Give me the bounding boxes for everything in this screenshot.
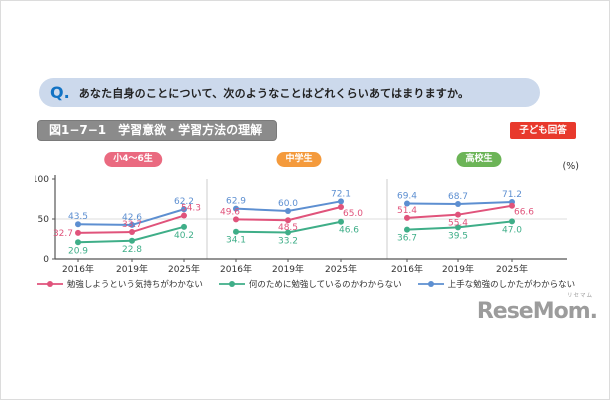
legend-marker bbox=[36, 281, 63, 287]
data-label: 51.4 bbox=[397, 206, 417, 216]
data-point bbox=[404, 226, 410, 233]
data-point bbox=[404, 200, 410, 207]
unit-label: (%) bbox=[563, 161, 579, 172]
data-label: 54.3 bbox=[181, 204, 201, 214]
data-label: 55.4 bbox=[448, 219, 468, 229]
data-point bbox=[129, 221, 135, 228]
data-point bbox=[233, 228, 239, 235]
data-label: 20.9 bbox=[68, 246, 88, 256]
figure-title: 図1−7−1 学習意欲・学習方法の理解 bbox=[37, 120, 278, 141]
data-point bbox=[181, 212, 187, 219]
logo-text: ReseMom. bbox=[476, 298, 598, 324]
data-point bbox=[181, 223, 187, 230]
legend-item-1: 何のために勉強しているのかわからない bbox=[218, 278, 402, 290]
respondent-badge: 子ども回答 bbox=[510, 122, 576, 139]
data-label: 46.6 bbox=[339, 226, 359, 236]
y-tick-label: 100 bbox=[35, 175, 49, 185]
data-label: 66.6 bbox=[514, 208, 534, 218]
data-point bbox=[285, 217, 291, 224]
data-point bbox=[129, 229, 135, 236]
data-label: 22.8 bbox=[122, 245, 142, 255]
y-tick-label: 0 bbox=[43, 255, 49, 265]
legend-label: 勉強しようという気持ちがわかない bbox=[66, 280, 203, 290]
data-point bbox=[455, 201, 461, 208]
line-chart: 0 50 100 2016年 2019年 2025年 2016年 2019年 2025年 2016… bbox=[35, 161, 579, 275]
y-tick-label: 50 bbox=[38, 215, 50, 225]
data-label: 68.7 bbox=[448, 192, 468, 202]
data-label: 65.0 bbox=[343, 209, 363, 219]
data-point bbox=[75, 229, 81, 236]
x-tick-label: 2025年 bbox=[168, 263, 200, 275]
data-point bbox=[233, 205, 239, 212]
data-point bbox=[338, 218, 344, 225]
legend-marker bbox=[417, 281, 444, 287]
data-label: 49.6 bbox=[220, 207, 240, 217]
chart-legend: 勉強しようという気持ちがわかない 何のために勉強しているのかわからない 上手な勉強の… bbox=[1, 278, 610, 290]
group-badge-2: 高校生 bbox=[456, 152, 502, 167]
data-point bbox=[338, 204, 344, 210]
group-badge-1: 中学生 bbox=[276, 152, 322, 167]
data-point bbox=[285, 208, 291, 214]
data-label: 36.7 bbox=[397, 234, 417, 244]
data-point bbox=[509, 218, 515, 225]
data-label: 47.0 bbox=[502, 225, 522, 235]
data-point bbox=[404, 214, 410, 221]
data-point bbox=[75, 221, 81, 228]
data-label: 33.7 bbox=[122, 220, 142, 230]
data-point bbox=[285, 229, 291, 236]
question-icon: Q. bbox=[50, 83, 70, 102]
question-banner: Q. あなた自身のことについて、次のようなことはどれくらいあてはまりますか。 bbox=[39, 78, 540, 107]
x-tick-label: 2019年 bbox=[116, 263, 148, 275]
x-tick-label: 2019年 bbox=[442, 263, 474, 275]
legend-label: 何のために勉強しているのかわからない bbox=[248, 280, 402, 290]
x-tick-label: 2025年 bbox=[496, 263, 528, 275]
data-label: 39.5 bbox=[448, 231, 468, 241]
legend-item-0: 勉強しようという気持ちがわかない bbox=[36, 278, 203, 290]
data-point bbox=[338, 198, 344, 205]
data-label: 32.7 bbox=[53, 229, 73, 239]
question-text: あなた自身のことについて、次のようなことはどれくらいあてはまりますか。 bbox=[78, 86, 470, 100]
data-label: 42.6 bbox=[122, 213, 142, 223]
data-label: 69.4 bbox=[397, 191, 417, 201]
x-tick-label: 2016年 bbox=[220, 263, 252, 275]
data-label: 71.2 bbox=[502, 190, 522, 200]
x-tick-label: 2019年 bbox=[272, 263, 304, 275]
data-label: 62.2 bbox=[174, 197, 194, 207]
group-badge-0: 小4〜6生 bbox=[104, 152, 162, 167]
x-tick-label: 2016年 bbox=[391, 263, 423, 275]
data-label: 72.1 bbox=[331, 189, 351, 199]
data-point bbox=[455, 224, 461, 231]
data-label: 40.2 bbox=[174, 231, 194, 241]
data-label: 48.5 bbox=[278, 223, 298, 233]
data-label: 34.1 bbox=[226, 236, 246, 246]
legend-label: 上手な勉強のしかたがわからない bbox=[447, 280, 576, 290]
resemom-logo: リセマム ReseMom. bbox=[476, 293, 598, 324]
logo-ruby-text: リセマム bbox=[566, 293, 593, 299]
data-point bbox=[509, 202, 515, 209]
data-point bbox=[129, 237, 135, 244]
legend-item-2: 上手な勉強のしかたがわからない bbox=[417, 278, 576, 290]
x-tick-label: 2016年 bbox=[62, 263, 94, 275]
data-point bbox=[233, 216, 239, 223]
x-tick-label: 2025年 bbox=[325, 263, 357, 275]
data-label: 62.9 bbox=[226, 197, 246, 207]
legend-marker bbox=[218, 281, 245, 287]
data-label: 43.5 bbox=[68, 212, 88, 222]
data-label: 60.0 bbox=[278, 199, 298, 209]
data-point bbox=[455, 211, 461, 218]
data-label: 33.2 bbox=[278, 236, 298, 246]
data-point bbox=[75, 239, 81, 246]
data-point bbox=[181, 206, 187, 213]
